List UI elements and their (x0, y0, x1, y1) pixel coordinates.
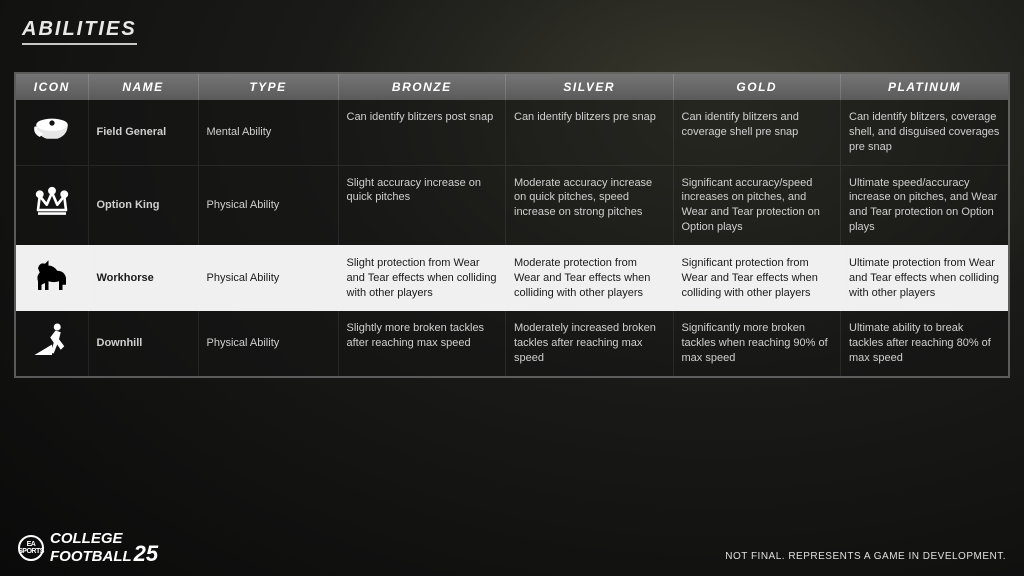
tier-silver: Moderate accuracy increase on quick pitc… (506, 165, 674, 245)
disclaimer-text: NOT FINAL. REPRESENTS A GAME IN DEVELOPM… (725, 551, 1006, 562)
col-header-gold: GOLD (673, 74, 841, 100)
col-header-icon: ICON (16, 74, 88, 100)
tier-platinum: Can identify blitzers, coverage shell, a… (841, 100, 1009, 165)
tier-bronze: Slight accuracy increase on quick pitche… (338, 165, 506, 245)
col-header-bronze: BRONZE (338, 74, 506, 100)
runner-icon (31, 320, 73, 362)
tier-silver: Moderately increased broken tackles afte… (506, 311, 674, 376)
tier-silver: Moderate protection from Wear and Tear e… (506, 245, 674, 311)
ability-type: Physical Ability (198, 165, 338, 245)
ability-name: Downhill (88, 311, 198, 376)
table-row[interactable]: Option KingPhysical AbilitySlight accura… (16, 165, 1008, 245)
col-header-silver: SILVER (506, 74, 674, 100)
game-logo: EASPORTS COLLEGE FOOTBALL25 (18, 533, 158, 565)
tier-gold: Significant accuracy/speed increases on … (673, 165, 841, 245)
crown-icon (31, 182, 73, 224)
col-header-name: NAME (88, 74, 198, 100)
tier-gold: Significant protection from Wear and Tea… (673, 245, 841, 311)
tier-bronze: Slight protection from Wear and Tear eff… (338, 245, 506, 311)
horse-icon (31, 255, 73, 297)
tier-gold: Can identify blitzers and coverage shell… (673, 100, 841, 165)
col-header-platinum: PLATINUM (841, 74, 1009, 100)
logo-line2: FOOTBALL (50, 548, 132, 565)
abilities-table-wrap: ICON NAME TYPE BRONZE SILVER GOLD PLATIN… (14, 72, 1010, 378)
table-row[interactable]: Field GeneralMental AbilityCan identify … (16, 100, 1008, 165)
ability-type: Physical Ability (198, 311, 338, 376)
table-row[interactable]: WorkhorsePhysical AbilitySlight protecti… (16, 245, 1008, 311)
ea-sports-badge: EASPORTS (18, 535, 44, 561)
table-header-row: ICON NAME TYPE BRONZE SILVER GOLD PLATIN… (16, 74, 1008, 100)
ability-type: Physical Ability (198, 245, 338, 311)
tier-platinum: Ultimate speed/accuracy increase on pitc… (841, 165, 1009, 245)
ability-name: Workhorse (88, 245, 198, 311)
general-cap-icon (31, 109, 73, 151)
ability-name: Option King (88, 165, 198, 245)
col-header-type: TYPE (198, 74, 338, 100)
tier-platinum: Ultimate ability to break tackles after … (841, 311, 1009, 376)
tier-gold: Significantly more broken tackles when r… (673, 311, 841, 376)
ability-type: Mental Ability (198, 100, 338, 165)
abilities-table: ICON NAME TYPE BRONZE SILVER GOLD PLATIN… (16, 74, 1008, 376)
tier-silver: Can identify blitzers pre snap (506, 100, 674, 165)
logo-year: 25 (134, 541, 158, 566)
tier-platinum: Ultimate protection from Wear and Tear e… (841, 245, 1009, 311)
tier-bronze: Can identify blitzers post snap (338, 100, 506, 165)
ability-name: Field General (88, 100, 198, 165)
page-title: ABILITIES (22, 18, 137, 45)
table-row[interactable]: DownhillPhysical AbilitySlightly more br… (16, 311, 1008, 376)
tier-bronze: Slightly more broken tackles after reach… (338, 311, 506, 376)
